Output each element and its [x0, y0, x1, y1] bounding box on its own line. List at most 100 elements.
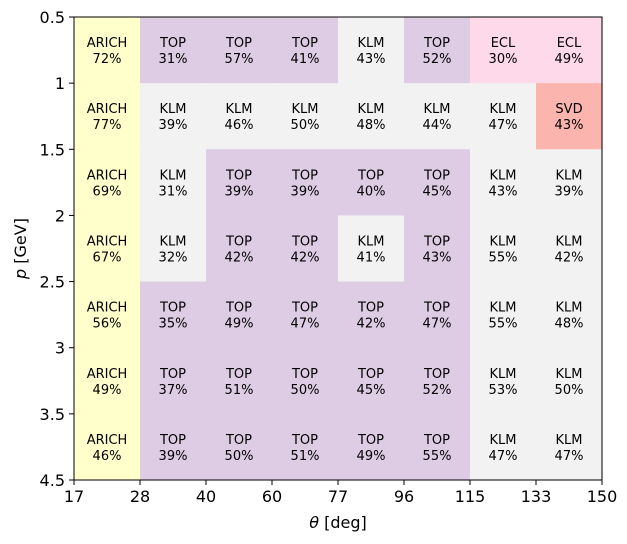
y-axis-symbol: p	[11, 269, 30, 280]
heatmap-cell	[206, 83, 273, 150]
cell-detector-label: TOP	[357, 301, 384, 316]
cell-detector-label: KLM	[292, 102, 319, 117]
heatmap-cell	[206, 347, 273, 415]
cell-percentage-label: 50%	[555, 383, 584, 398]
cell-percentage-label: 77%	[93, 118, 122, 133]
cell-percentage-label: 51%	[225, 383, 254, 398]
cell-percentage-label: 39%	[555, 184, 584, 199]
cell-percentage-label: 53%	[489, 383, 518, 398]
y-tick-label: 0.5	[40, 8, 65, 27]
cell-percentage-label: 47%	[291, 317, 320, 332]
cell-detector-label: TOP	[357, 433, 384, 448]
cell-detector-label: TOP	[423, 235, 450, 250]
heatmap-cell	[338, 149, 405, 217]
y-tick-label: 1	[55, 74, 65, 93]
heatmap-cell-labels: ARICH72%TOP31%TOP57%TOP41%KLM43%TOP52%EC…	[87, 36, 584, 464]
cell-percentage-label: 37%	[159, 383, 188, 398]
heatmap-cell	[338, 215, 405, 283]
cell-detector-label: TOP	[423, 367, 450, 382]
cell-detector-label: KLM	[556, 235, 583, 250]
cell-detector-label: TOP	[291, 301, 318, 316]
x-tick-label: 60	[262, 487, 282, 506]
heatmap-cell	[536, 281, 603, 349]
heatmap-cell	[470, 149, 537, 217]
cell-detector-label: KLM	[490, 367, 517, 382]
heatmap-cell	[338, 281, 405, 349]
heatmap-cell	[470, 347, 537, 415]
cell-percentage-label: 32%	[159, 251, 188, 266]
cell-detector-label: ARICH	[87, 367, 128, 382]
cell-percentage-label: 35%	[159, 317, 188, 332]
cell-detector-label: KLM	[490, 235, 517, 250]
y-tick-label: 1.5	[40, 140, 65, 159]
heatmap-cell	[272, 281, 339, 349]
cell-detector-label: ECL	[491, 36, 516, 51]
heatmap-cell	[404, 413, 471, 481]
cell-detector-label: TOP	[423, 433, 450, 448]
x-axis-symbol: θ	[309, 513, 319, 532]
cell-detector-label: KLM	[424, 102, 451, 117]
cell-detector-label: KLM	[556, 168, 583, 183]
heatmap-cell	[404, 17, 471, 84]
cell-detector-label: KLM	[226, 102, 253, 117]
cell-percentage-label: 55%	[489, 317, 518, 332]
heatmap-cell	[338, 17, 405, 84]
heatmap-cell	[272, 17, 339, 84]
cell-detector-label: KLM	[556, 367, 583, 382]
heatmap-cell	[272, 347, 339, 415]
heatmap-cell	[74, 413, 141, 481]
heatmap-cell	[536, 215, 603, 283]
y-axis-unit: [GeV]	[11, 218, 30, 264]
cell-detector-label: ARICH	[87, 36, 128, 51]
heatmap-cells	[74, 17, 603, 481]
heatmap-cell	[404, 281, 471, 349]
cell-percentage-label: 51%	[291, 449, 320, 464]
cell-detector-label: KLM	[490, 433, 517, 448]
cell-detector-label: TOP	[357, 168, 384, 183]
heatmap-cell	[536, 83, 603, 150]
heatmap-cell	[272, 215, 339, 283]
cell-percentage-label: 50%	[291, 383, 320, 398]
cell-detector-label: ARICH	[87, 301, 128, 316]
heatmap-cell	[74, 347, 141, 415]
cell-detector-label: TOP	[225, 36, 252, 51]
cell-detector-label: SVD	[555, 102, 582, 117]
cell-percentage-label: 46%	[93, 449, 122, 464]
cell-detector-label: TOP	[291, 367, 318, 382]
heatmap-cell	[272, 413, 339, 481]
cell-percentage-label: 50%	[225, 449, 254, 464]
cell-detector-label: TOP	[291, 36, 318, 51]
heatmap-cell	[338, 83, 405, 150]
cell-detector-label: TOP	[159, 301, 186, 316]
y-tick-label: 2.5	[40, 273, 65, 292]
heatmap-cell	[74, 83, 141, 150]
cell-percentage-label: 42%	[291, 251, 320, 266]
heatmap-cell	[140, 215, 207, 283]
cell-percentage-label: 50%	[291, 118, 320, 133]
y-tick-label: 3.5	[40, 405, 65, 424]
cell-percentage-label: 47%	[423, 317, 452, 332]
heatmap-cell	[470, 83, 537, 150]
heatmap-cell	[74, 281, 141, 349]
cell-detector-label: KLM	[358, 102, 385, 117]
cell-percentage-label: 44%	[423, 118, 452, 133]
cell-percentage-label: 42%	[357, 317, 386, 332]
cell-percentage-label: 39%	[159, 449, 188, 464]
y-tick-label: 2	[55, 206, 65, 225]
x-axis-unit: [deg]	[324, 513, 367, 532]
heatmap-cell	[140, 347, 207, 415]
cell-detector-label: ARICH	[87, 235, 128, 250]
heatmap-cell	[206, 215, 273, 283]
heatmap-cell	[140, 281, 207, 349]
heatmap-cell	[140, 17, 207, 84]
cell-detector-label: ARICH	[87, 433, 128, 448]
heatmap-cell	[206, 149, 273, 217]
heatmap-cell	[470, 215, 537, 283]
cell-percentage-label: 30%	[489, 52, 518, 67]
cell-detector-label: ECL	[557, 36, 582, 51]
x-tick-label: 96	[394, 487, 414, 506]
cell-detector-label: TOP	[225, 168, 252, 183]
cell-percentage-label: 48%	[357, 118, 386, 133]
y-tick-label: 3	[55, 339, 65, 358]
